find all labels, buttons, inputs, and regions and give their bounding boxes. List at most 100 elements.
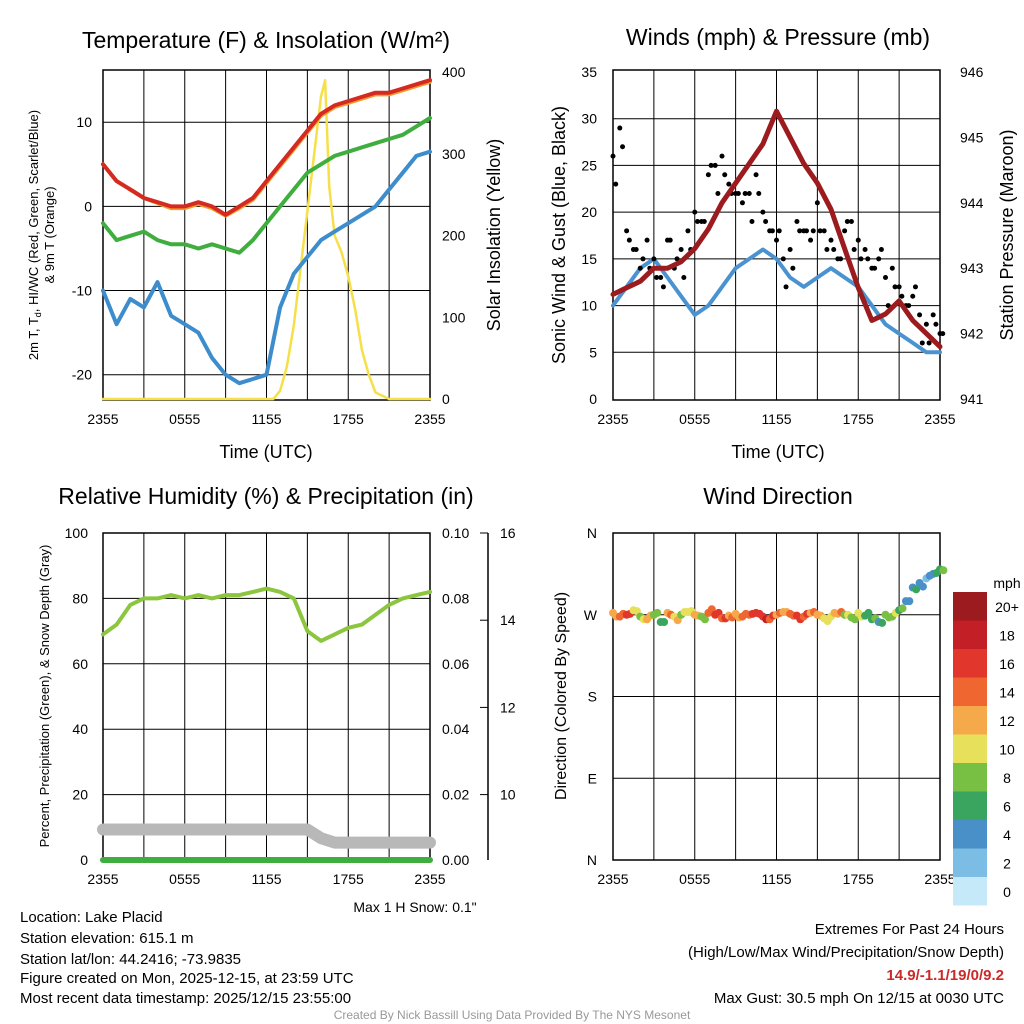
- gust-point: [790, 265, 796, 271]
- location: Location: Lake Placid: [20, 909, 163, 926]
- gust-point: [878, 247, 884, 253]
- gust-point: [872, 265, 878, 271]
- gust-point: [708, 162, 714, 168]
- temp-xlabel: Time (UTC): [219, 442, 312, 462]
- solar-y-tick-label: 200: [442, 228, 466, 244]
- gust-point: [763, 218, 769, 224]
- direction-y-tick-label: W: [584, 607, 598, 623]
- legend-swatch: [953, 763, 987, 792]
- gust-point: [694, 218, 700, 224]
- gust-point: [842, 228, 848, 234]
- gust-point: [892, 284, 898, 290]
- gust-point: [810, 228, 816, 234]
- gust-point: [783, 284, 789, 290]
- precip-y-tick-label: 0.02: [442, 787, 469, 803]
- legend-label: 20+: [995, 599, 1019, 615]
- temp-chart-title: Temperature (F) & Insolation (W/m²): [82, 27, 450, 53]
- credit: Created By Nick Bassill Using Data Provi…: [334, 1008, 691, 1022]
- rh-y-tick-label: 20: [72, 787, 88, 803]
- legend-label: 18: [999, 628, 1015, 644]
- direction-point: [700, 615, 709, 624]
- direction-y-tick-label: E: [588, 770, 597, 786]
- solar-insolation-line: [101, 78, 432, 401]
- gust-point: [685, 228, 691, 234]
- precip-y-tick-label: 0.04: [442, 721, 469, 737]
- rh-y-tick-label: 100: [65, 525, 89, 541]
- sonic-wind-line: [611, 247, 942, 355]
- gust-point: [742, 190, 748, 196]
- gust-point: [851, 247, 857, 253]
- gust-point: [926, 340, 932, 346]
- gust-point: [746, 190, 752, 196]
- legend-label: 8: [1003, 770, 1011, 786]
- rh-ylabel: Percent, Precipitation (Green), & Snow D…: [37, 545, 52, 848]
- station-latlon: Station lat/lon: 44.2416; -73.9835: [20, 951, 241, 968]
- precip-y-tick-label: 0.08: [442, 590, 469, 606]
- rh-y-tick-label: 60: [72, 656, 88, 672]
- plot-frame: [612, 69, 941, 401]
- direction-point: [653, 608, 662, 617]
- x-tick-label: 1155: [761, 871, 791, 887]
- gust-point: [848, 218, 854, 224]
- gust-point: [883, 275, 888, 281]
- station-elevation: Station elevation: 615.1 m: [20, 930, 193, 947]
- x-tick-label: 2355: [414, 871, 445, 887]
- extremes-values: 14.9/-1.1/19/0/9.2: [886, 967, 1004, 984]
- solar-y-tick-label: 100: [442, 309, 466, 325]
- legend-swatch: [953, 592, 987, 621]
- gust-point: [930, 312, 936, 318]
- gust-point: [620, 144, 626, 150]
- x-tick-label: 0555: [169, 871, 200, 887]
- x-tick-label: 2355: [924, 411, 955, 427]
- x-tick-label: 0555: [169, 411, 200, 427]
- x-tick-label: 1155: [251, 411, 281, 427]
- temperature-line: [101, 78, 432, 217]
- gust-point: [644, 237, 650, 243]
- gust-point: [624, 228, 630, 234]
- snow-y-tick-label: 16: [500, 525, 516, 541]
- gust-point: [678, 247, 684, 253]
- x-tick-label: 1755: [843, 411, 874, 427]
- gust-point: [780, 256, 786, 262]
- x-tick-label: 1755: [843, 871, 874, 887]
- x-tick-label: 2355: [597, 871, 628, 887]
- legend-label: 2: [1003, 856, 1011, 872]
- gust-point: [774, 237, 779, 243]
- gust-point: [719, 153, 725, 159]
- legend-swatch: [953, 649, 987, 678]
- max-gust: Max Gust: 30.5 mph On 12/15 at 0030 UTC: [714, 990, 1004, 1007]
- gust-point: [654, 275, 660, 281]
- pressure-y-tick-label: 946: [960, 64, 984, 80]
- gust-point: [876, 256, 882, 262]
- solar-y-tick-label: 0: [442, 391, 450, 407]
- gust-point: [726, 181, 732, 187]
- direction-y-tick-label: S: [588, 689, 597, 705]
- direction-point: [912, 585, 921, 594]
- gust-point: [787, 247, 793, 253]
- gust-point: [803, 228, 809, 234]
- gust-point: [838, 256, 844, 262]
- gust-point: [753, 172, 759, 178]
- legend-label: 16: [999, 656, 1015, 672]
- gust-point: [797, 228, 803, 234]
- solar-y-tick-label: 300: [442, 146, 466, 162]
- gust-point: [910, 293, 916, 299]
- legend-swatch: [953, 791, 987, 820]
- gust-point: [821, 228, 827, 234]
- direction-y-tick-label: N: [587, 525, 597, 541]
- extremes-subtitle: (High/Low/Max Wind/Precipitation/Snow De…: [688, 944, 1004, 961]
- gust-point: [855, 237, 861, 243]
- snow-y-tick-label: 12: [500, 699, 516, 715]
- temp-ylabel-line2: & 9m T (Orange): [42, 186, 57, 283]
- gust-point: [674, 256, 680, 262]
- gust-point: [637, 265, 643, 271]
- max-snow-note: Max 1 H Snow: 0.1": [353, 899, 476, 915]
- legend-label: 0: [1003, 884, 1011, 900]
- figure-created: Figure created on Mon, 2025-12-15, at 23…: [20, 970, 354, 987]
- x-tick-label: 2355: [597, 411, 628, 427]
- gust-point: [701, 218, 707, 224]
- gust-point: [692, 209, 698, 215]
- direction-point: [898, 604, 907, 613]
- gust-point: [794, 218, 800, 224]
- x-tick-label: 1155: [761, 411, 791, 427]
